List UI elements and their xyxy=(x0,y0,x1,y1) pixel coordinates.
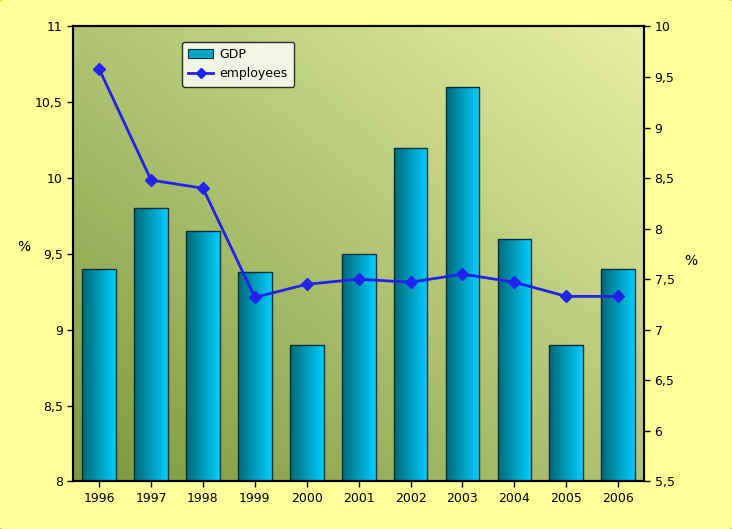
Bar xyxy=(342,254,376,481)
Bar xyxy=(446,87,479,481)
Legend: GDP, employees: GDP, employees xyxy=(182,42,294,87)
Bar xyxy=(601,269,635,481)
Bar xyxy=(394,148,427,481)
Bar xyxy=(550,345,583,481)
Bar xyxy=(498,239,531,481)
Bar xyxy=(238,272,272,481)
Bar xyxy=(82,269,116,481)
Y-axis label: %: % xyxy=(684,254,698,268)
Y-axis label: %: % xyxy=(18,240,30,254)
Bar xyxy=(186,231,220,481)
Bar xyxy=(290,345,324,481)
Bar xyxy=(134,208,168,481)
